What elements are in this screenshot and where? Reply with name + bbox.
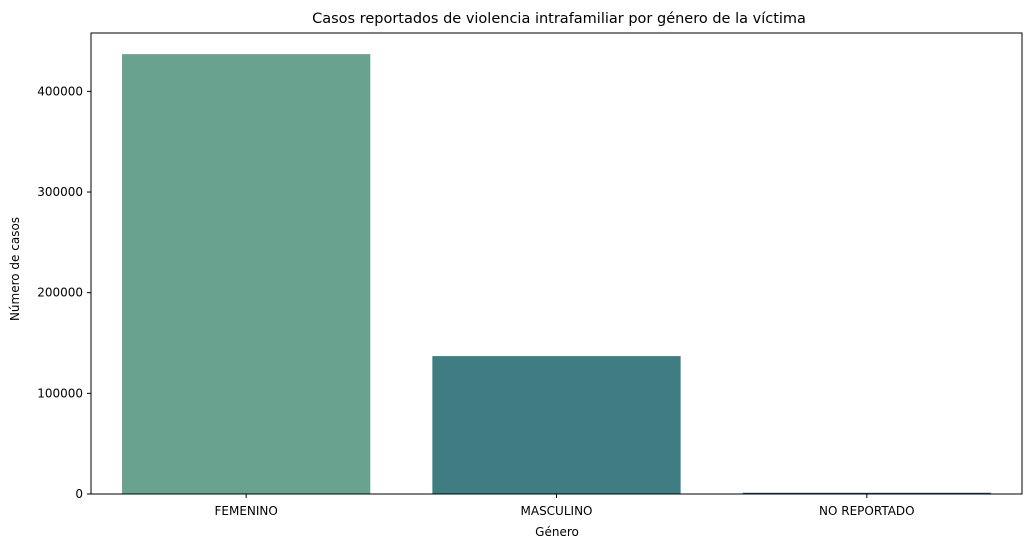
bar-no-reportado: [742, 492, 991, 494]
y-tick-label: 400000: [37, 84, 83, 98]
x-tick-label: FEMENINO: [214, 504, 277, 518]
y-axis-ticks: 0 100000 200000 300000 400000: [37, 84, 91, 501]
x-axis-ticks: FEMENINO MASCULINO NO REPORTADO: [214, 494, 915, 518]
bar-masculino: [432, 356, 681, 494]
y-tick-label: 100000: [37, 386, 83, 400]
y-axis-label: Número de casos: [8, 217, 22, 321]
plot-frame: [90, 32, 1023, 495]
x-tick-label: MASCULINO: [521, 504, 593, 518]
bars-group: [122, 54, 991, 495]
x-tick-label: NO REPORTADO: [819, 504, 915, 518]
x-axis-label: Género: [535, 525, 579, 539]
bar-femenino: [122, 54, 371, 495]
chart-title: Casos reportados de violencia intrafamil…: [312, 11, 806, 27]
y-tick-label: 300000: [37, 185, 83, 199]
y-tick-label: 0: [75, 487, 83, 501]
y-tick-label: 200000: [37, 286, 83, 300]
